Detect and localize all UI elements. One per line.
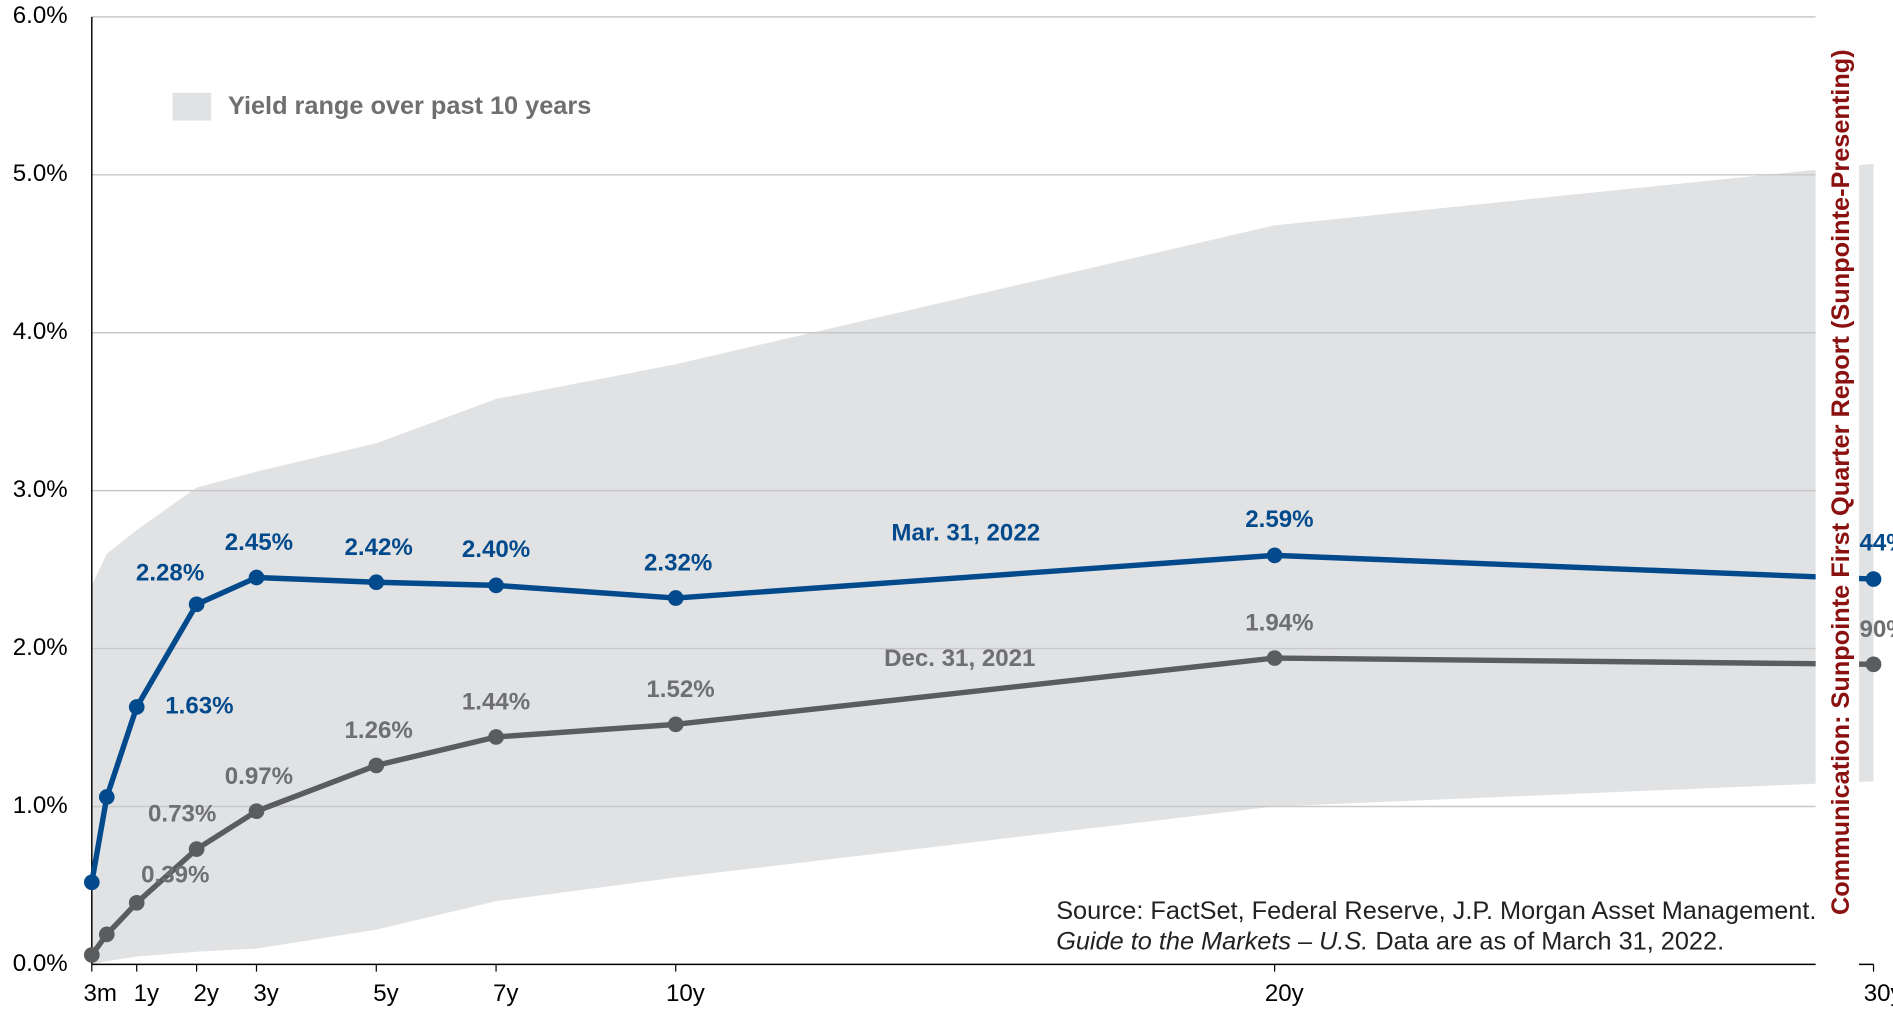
data-point	[1865, 656, 1882, 673]
x-tick-label: 3y	[253, 980, 278, 1007]
side-note: Communication: Sunpointe First Quarter R…	[1827, 49, 1855, 915]
series-line	[89, 552, 1874, 883]
source-text: Source: FactSet, Federal Reserve, J.P. M…	[1056, 897, 1816, 925]
data-point	[83, 947, 100, 963]
side-strip	[1815, 0, 1860, 1009]
data-label: 0.73%	[148, 801, 216, 828]
series-line	[89, 655, 1874, 957]
data-point	[98, 789, 115, 805]
source-text: Guide to the Markets – U.S. Data are as …	[1056, 927, 1724, 955]
data-point	[248, 569, 265, 586]
data-point	[83, 874, 100, 891]
data-label: 1.63%	[165, 692, 233, 719]
y-tick-label: 0.0%	[13, 950, 68, 977]
data-point	[368, 757, 385, 774]
y-tick-label: 2.0%	[13, 634, 68, 661]
x-tick-label: 3m	[83, 980, 116, 1007]
y-tick-label: 3.0%	[13, 476, 68, 503]
x-tick-label: 7y	[493, 980, 518, 1007]
data-label: 1.52%	[646, 676, 714, 703]
data-label: 2.42%	[345, 534, 413, 561]
data-label: 1.26%	[345, 717, 413, 744]
data-label: 0.39%	[141, 862, 209, 889]
y-tick-label: 6.0%	[13, 2, 68, 29]
data-label: 1.94%	[1245, 610, 1313, 637]
data-point	[667, 590, 684, 606]
data-label: 0.97%	[225, 763, 293, 790]
series-name: Dec. 31, 2021	[884, 645, 1035, 672]
source-rest: Data are as of March 31, 2022.	[1368, 927, 1724, 955]
legend-label: Yield range over past 10 years	[228, 92, 591, 120]
data-point	[368, 574, 385, 591]
data-point	[1865, 571, 1882, 587]
data-point	[667, 716, 684, 733]
data-point	[188, 841, 205, 857]
data-label: 2.59%	[1245, 506, 1313, 533]
data-label: 2.45%	[225, 529, 293, 556]
data-label: 2.32%	[644, 550, 712, 577]
x-tick-label: 30y	[1864, 980, 1893, 1007]
data-point	[1266, 650, 1283, 666]
y-tick-label: 1.0%	[13, 792, 68, 819]
data-label: 2.40%	[462, 536, 530, 563]
legend-swatch	[172, 92, 212, 121]
data-point	[488, 577, 504, 594]
data-point	[188, 596, 205, 613]
data-point	[98, 926, 115, 943]
x-tick-label: 10y	[666, 980, 705, 1007]
x-tick-label: 20y	[1265, 980, 1304, 1007]
data-point	[128, 699, 145, 715]
series-name: Mar. 31, 2022	[891, 519, 1040, 546]
y-tick-label: 4.0%	[13, 318, 68, 345]
x-tick-label: 2y	[194, 980, 219, 1007]
range-area	[91, 163, 1874, 965]
x-tick-label: 1y	[134, 980, 159, 1007]
data-point	[1266, 547, 1283, 564]
x-tick-label: 5y	[373, 980, 398, 1007]
data-point	[248, 803, 265, 820]
data-label: 1.44%	[462, 689, 530, 716]
y-tick-label: 5.0%	[13, 160, 68, 187]
data-point	[488, 729, 504, 745]
source-italic: Guide to the Markets – U.S.	[1056, 927, 1368, 955]
data-point	[128, 894, 145, 911]
data-label: 2.28%	[136, 560, 204, 587]
